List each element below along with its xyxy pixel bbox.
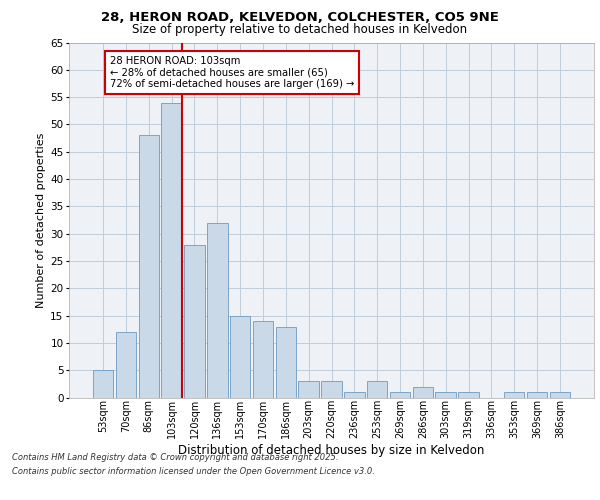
Text: 28, HERON ROAD, KELVEDON, COLCHESTER, CO5 9NE: 28, HERON ROAD, KELVEDON, COLCHESTER, CO…: [101, 11, 499, 24]
Bar: [367, 381, 388, 398]
Bar: [321, 381, 342, 398]
Bar: [93, 370, 113, 398]
Bar: [253, 321, 273, 398]
Bar: [527, 392, 547, 398]
Bar: [458, 392, 479, 398]
Text: Contains HM Land Registry data © Crown copyright and database right 2025.: Contains HM Land Registry data © Crown c…: [12, 454, 338, 462]
Bar: [207, 222, 227, 398]
Y-axis label: Number of detached properties: Number of detached properties: [36, 132, 46, 308]
Text: 28 HERON ROAD: 103sqm
← 28% of detached houses are smaller (65)
72% of semi-deta: 28 HERON ROAD: 103sqm ← 28% of detached …: [110, 56, 355, 90]
Bar: [184, 244, 205, 398]
Bar: [436, 392, 456, 398]
Bar: [550, 392, 570, 398]
Bar: [390, 392, 410, 398]
Text: Contains public sector information licensed under the Open Government Licence v3: Contains public sector information licen…: [12, 467, 375, 476]
Bar: [298, 381, 319, 398]
X-axis label: Distribution of detached houses by size in Kelvedon: Distribution of detached houses by size …: [178, 444, 485, 457]
Bar: [139, 136, 159, 398]
Bar: [230, 316, 250, 398]
Bar: [344, 392, 365, 398]
Text: Size of property relative to detached houses in Kelvedon: Size of property relative to detached ho…: [133, 22, 467, 36]
Bar: [504, 392, 524, 398]
Bar: [413, 386, 433, 398]
Bar: [116, 332, 136, 398]
Bar: [275, 326, 296, 398]
Bar: [161, 102, 182, 398]
